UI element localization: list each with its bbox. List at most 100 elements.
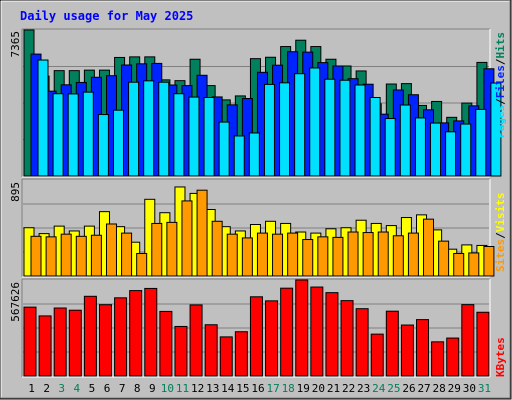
ymax-label-bottom: 567626 xyxy=(9,282,22,322)
bar-pages-day-22 xyxy=(354,84,366,177)
bar-sites-day-10 xyxy=(166,221,178,277)
bar-sites-day-20 xyxy=(317,236,329,277)
x-tick-label-day-29: 29 xyxy=(448,382,461,395)
bar-pages-day-29 xyxy=(460,123,472,177)
bar-kbytes-day-16 xyxy=(249,296,263,377)
x-tick-label-day-22: 22 xyxy=(342,382,355,395)
bar-kbytes-day-25 xyxy=(385,310,399,377)
bar-sites-day-12 xyxy=(196,189,208,277)
bar-kbytes-day-7 xyxy=(114,297,128,377)
legend-pages: Pages xyxy=(494,105,507,138)
x-tick-label-day-28: 28 xyxy=(433,382,446,395)
bar-pages-day-17 xyxy=(279,82,291,177)
x-axis-labels: 1 2 3 4 5 6 7 8 9 10 11 12 13 14 15 16 17 18 19 20 21 22 23 24 2… xyxy=(28,382,491,395)
bar-pages-day-10 xyxy=(173,93,185,177)
bar-pages-day-30 xyxy=(475,108,487,177)
legend-sep-3: / xyxy=(494,232,507,239)
bar-pages-day-2 xyxy=(52,93,64,177)
bar-kbytes-day-12 xyxy=(189,304,203,377)
bar-pages-day-14 xyxy=(233,135,245,177)
bar-sites-day-13 xyxy=(211,220,223,277)
ymax-label-top: 7365 xyxy=(9,31,22,58)
x-tick-label-day-31: 31 xyxy=(478,382,491,395)
x-tick-label-day-15: 15 xyxy=(236,382,249,395)
bar-pages-day-25 xyxy=(399,104,411,177)
bar-kbytes-day-21 xyxy=(325,292,339,377)
bar-pages-day-5 xyxy=(97,114,109,177)
x-tick-label-day-16: 16 xyxy=(251,382,264,395)
bar-pages-day-23 xyxy=(369,96,381,177)
bar-pages-day-4 xyxy=(82,91,94,177)
panel-visits-sites xyxy=(21,178,495,278)
x-tick-label-day-3: 3 xyxy=(58,382,65,395)
x-tick-label-day-30: 30 xyxy=(463,382,476,395)
x-tick-label-day-24: 24 xyxy=(372,382,386,395)
bar-sites-day-21 xyxy=(332,236,344,277)
bar-sites-day-31 xyxy=(483,246,495,277)
legend-sites: Sites xyxy=(494,239,507,272)
x-tick-label-day-2: 2 xyxy=(43,382,50,395)
x-tick-label-day-4: 4 xyxy=(74,382,81,395)
bar-pages-day-3 xyxy=(67,93,79,177)
bar-sites-day-6 xyxy=(105,223,117,277)
bar-pages-day-15 xyxy=(248,132,260,177)
bar-kbytes-day-2 xyxy=(38,315,52,377)
x-tick-label-day-26: 26 xyxy=(402,382,415,395)
bar-kbytes-day-15 xyxy=(234,331,248,377)
bar-pages-day-7 xyxy=(128,81,140,177)
bar-kbytes-day-8 xyxy=(129,290,143,377)
bar-sites-day-16 xyxy=(256,232,268,277)
bar-kbytes-day-27 xyxy=(416,319,430,377)
bar-kbytes-day-28 xyxy=(431,341,445,377)
bar-sites-day-11 xyxy=(181,200,193,277)
bar-pages-day-8 xyxy=(143,80,155,177)
bar-sites-day-22 xyxy=(347,231,359,277)
bar-kbytes-day-26 xyxy=(400,324,414,377)
bar-sites-day-4 xyxy=(75,235,87,277)
bar-pages-day-24 xyxy=(384,118,396,177)
bar-sites-day-19 xyxy=(302,239,314,277)
bar-pages-day-16 xyxy=(263,83,275,177)
bar-sites-day-8 xyxy=(136,252,148,277)
bar-kbytes-day-14 xyxy=(219,336,233,377)
bar-sites-day-18 xyxy=(287,232,299,277)
bar-sites-day-26 xyxy=(407,232,419,277)
bar-sites-day-17 xyxy=(272,233,284,277)
bar-sites-day-9 xyxy=(151,222,163,277)
ymax-label-middle: 895 xyxy=(9,182,22,202)
bar-kbytes-day-23 xyxy=(355,308,369,377)
bar-kbytes-day-3 xyxy=(53,307,67,377)
bar-kbytes-day-17 xyxy=(265,300,279,377)
bar-sites-day-24 xyxy=(377,231,389,277)
bar-pages-day-27 xyxy=(430,122,442,177)
legend-sep-2: / xyxy=(494,58,507,65)
bar-sites-day-29 xyxy=(453,252,465,277)
bar-sites-day-3 xyxy=(60,233,72,277)
panel-hits-files-pages xyxy=(21,28,502,178)
bar-pages-day-11 xyxy=(188,96,200,177)
x-tick-label-day-20: 20 xyxy=(312,382,325,395)
bar-sites-day-23 xyxy=(362,232,374,277)
bar-kbytes-day-19 xyxy=(295,279,309,377)
bar-pages-day-20 xyxy=(324,78,336,177)
bar-pages-day-12 xyxy=(203,96,215,177)
x-tick-label-day-17: 17 xyxy=(266,382,279,395)
x-tick-label-day-1: 1 xyxy=(28,382,35,395)
x-tick-label-day-27: 27 xyxy=(417,382,430,395)
bar-sites-day-5 xyxy=(90,234,102,277)
x-tick-label-day-13: 13 xyxy=(206,382,219,395)
x-tick-label-day-25: 25 xyxy=(387,382,400,395)
x-tick-label-day-5: 5 xyxy=(89,382,96,395)
bar-kbytes-day-9 xyxy=(144,287,158,377)
x-tick-label-day-11: 11 xyxy=(176,382,189,395)
bar-sites-day-1 xyxy=(30,235,42,277)
bar-pages-day-28 xyxy=(445,131,457,177)
bar-kbytes-day-31 xyxy=(476,311,490,377)
bar-kbytes-day-13 xyxy=(204,324,218,377)
bar-pages-day-21 xyxy=(339,79,351,177)
bar-pages-day-31 xyxy=(490,82,502,177)
x-tick-label-day-18: 18 xyxy=(282,382,295,395)
x-tick-label-day-21: 21 xyxy=(327,382,340,395)
legend-visits: Visits xyxy=(494,193,507,233)
